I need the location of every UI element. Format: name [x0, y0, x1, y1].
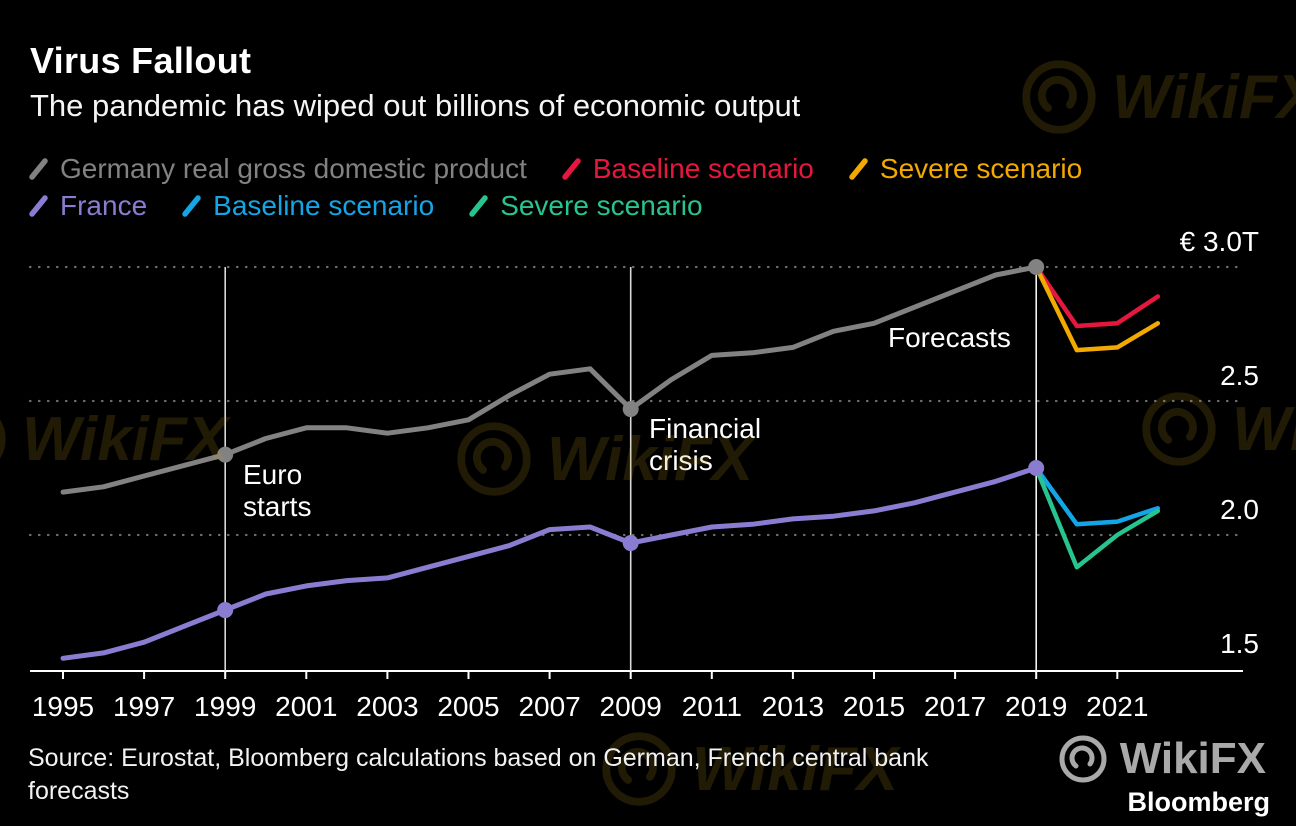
series-line — [1033, 264, 1161, 329]
legend: Germany real gross domestic product Base… — [28, 150, 1082, 224]
x-axis-label: 2021 — [1086, 691, 1148, 722]
wikifx-icon — [1059, 735, 1107, 783]
y-axis-label: € 3.0T — [1180, 226, 1259, 257]
source-note: Source: Eurostat, Bloomberg calculations… — [28, 744, 929, 805]
y-axis-label: 2.0 — [1220, 494, 1259, 525]
x-axis-label: 2009 — [600, 691, 662, 722]
chart-title: Virus Fallout — [30, 40, 252, 81]
x-axis-label: 1995 — [32, 691, 94, 722]
legend-item-germany: Germany real gross domestic product — [28, 153, 527, 185]
legend-label: Baseline scenario — [213, 189, 435, 221]
series-line — [1033, 264, 1161, 353]
series-marker-dot — [1028, 259, 1045, 275]
y-axis-label: 2.5 — [1220, 360, 1259, 391]
line-swatch-icon — [469, 194, 488, 217]
legend-label: Baseline scenario — [592, 152, 814, 184]
series-line — [1033, 465, 1161, 527]
legend-row-1: Germany real gross domestic product Base… — [28, 150, 1082, 187]
x-axis-label: 2005 — [437, 691, 499, 722]
y-axis-label: 1.5 — [1220, 628, 1259, 659]
series-marker-dot — [1028, 460, 1045, 476]
line-swatch-icon — [562, 157, 581, 180]
series-line — [60, 465, 1039, 661]
x-axis-label: 1997 — [113, 691, 175, 722]
legend-row-2: France Baseline scenario Severe scenario — [28, 187, 1082, 224]
series-line — [60, 264, 1039, 495]
legend-label: Germany real gross domestic product — [60, 152, 527, 184]
series-marker-dot — [217, 602, 234, 619]
line-swatch-icon — [849, 157, 868, 180]
x-axis-label: 2001 — [275, 691, 337, 722]
wikifx-text: WikiFX — [1119, 734, 1266, 783]
chart-subtitle: The pandemic has wiped out billions of e… — [30, 88, 801, 123]
x-axis-label: 2017 — [924, 691, 986, 722]
x-axis-label: 1999 — [194, 691, 256, 722]
x-axis-label: 2011 — [682, 691, 742, 722]
annotation-forecasts: Forecasts — [888, 322, 1011, 353]
x-axis-label: 2019 — [1005, 691, 1067, 722]
series-marker-dot — [622, 401, 639, 418]
series-marker-dot — [217, 446, 234, 463]
legend-label: Severe scenario — [879, 152, 1083, 184]
wikifx-logo: WikiFX — [1058, 734, 1266, 784]
x-axis-label: 2013 — [762, 691, 824, 722]
x-axis-label: 2015 — [843, 691, 905, 722]
line-swatch-icon — [29, 157, 48, 180]
x-axis-label: 2003 — [356, 691, 418, 722]
legend-label: France — [60, 189, 148, 221]
legend-item-france-baseline: Baseline scenario — [181, 190, 434, 222]
legend-item-france: France — [28, 190, 147, 222]
line-swatch-icon — [29, 194, 48, 217]
legend-item-germany-baseline: Baseline scenario — [561, 153, 814, 185]
legend-item-germany-severe: Severe scenario — [848, 153, 1082, 185]
bloomberg-logo: Bloomberg — [1127, 787, 1270, 817]
annotation-euro-starts: Euro starts — [243, 459, 312, 523]
legend-label: Severe scenario — [500, 189, 703, 221]
line-swatch-icon — [182, 194, 201, 217]
legend-item-france-severe: Severe scenario — [468, 189, 703, 222]
x-axis-label: 2007 — [518, 691, 580, 722]
series-marker-dot — [622, 535, 639, 552]
series-line — [1033, 465, 1161, 570]
annotation-financial-crisis: Financial crisis — [649, 413, 762, 477]
